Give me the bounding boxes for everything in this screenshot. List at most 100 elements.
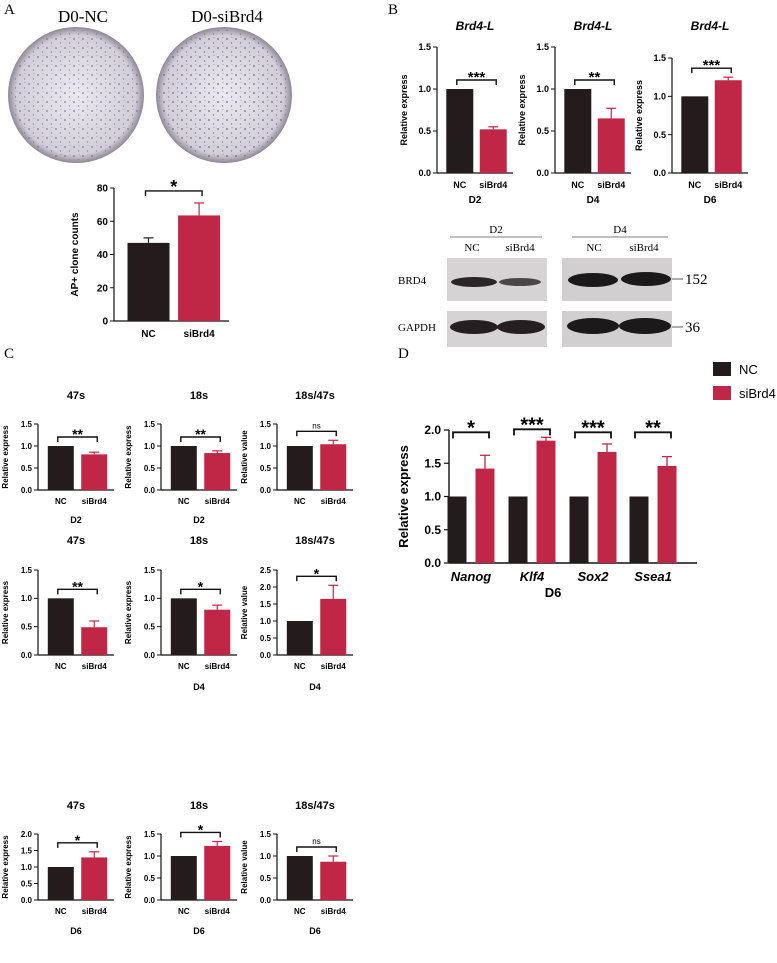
chart-title: Brd4-L bbox=[574, 19, 613, 33]
x-axis-label: D4 bbox=[193, 682, 205, 692]
y-tick-label: 0.5 bbox=[21, 879, 33, 888]
bar-nc bbox=[170, 856, 197, 900]
charts-layer: 0 20 40 60 80 NC siBrd4 * AP+ clone counts 0.0 0.5… bbox=[1, 19, 776, 936]
blot-lane-nc-d2: NC bbox=[464, 242, 479, 254]
y-tick-label: 0.5 bbox=[144, 874, 156, 883]
y-tick-label: 1.0 bbox=[260, 442, 272, 451]
y-tick-label: 1.5 bbox=[653, 53, 666, 63]
y-tick-label: 1.5 bbox=[21, 420, 33, 429]
x-axis-label: D6 bbox=[545, 585, 562, 600]
y-tick-label: 2.5 bbox=[260, 566, 272, 575]
significance-label: * bbox=[75, 832, 81, 848]
bar-nc-ssea1 bbox=[629, 496, 649, 563]
significance-bracket bbox=[180, 436, 221, 442]
chart-c1: 0.0 0.5 1.0 1.5 NC siBrd4 ** 47s D2 Relative expr… bbox=[1, 390, 114, 525]
y-tick-label: 1.5 bbox=[418, 42, 431, 52]
y-tick-label: 40 bbox=[97, 250, 109, 261]
x-tick-label: Sox2 bbox=[577, 569, 609, 584]
x-tick-label: Ssea1 bbox=[634, 569, 672, 584]
y-tick-label: 0.5 bbox=[144, 464, 156, 473]
y-axis-label: Relative express bbox=[1, 580, 10, 644]
y-axis-label: Relative express bbox=[1, 835, 10, 899]
y-tick-label: 0.0 bbox=[144, 651, 156, 660]
chart-c2: 0.0 0.5 1.0 1.5 NC siBrd4 ** 18s D2 Relative expr… bbox=[124, 390, 237, 525]
y-tick-label: 80 bbox=[97, 184, 109, 195]
x-tick-label: NC bbox=[178, 907, 190, 916]
significance-label: * bbox=[170, 177, 177, 197]
y-tick-label: 20 bbox=[97, 283, 109, 294]
x-tick-label: siBrd4 bbox=[479, 180, 507, 190]
bar-nc bbox=[681, 96, 709, 173]
bar-sibrd4 bbox=[204, 845, 231, 900]
bar-sibrd4 bbox=[479, 129, 507, 173]
bar-sibrd4 bbox=[320, 444, 347, 490]
y-tick-label: 0.0 bbox=[260, 896, 272, 905]
x-tick-label: NC bbox=[294, 497, 306, 506]
y-tick-label: 0.5 bbox=[424, 523, 441, 537]
x-tick-label: NC bbox=[55, 497, 67, 506]
bar-nc bbox=[286, 446, 313, 490]
significance-bracket bbox=[574, 431, 612, 439]
x-tick-label: NC bbox=[294, 662, 306, 671]
significance-label: ns bbox=[312, 421, 320, 430]
significance-bracket bbox=[296, 846, 337, 852]
y-tick-label: 0.5 bbox=[144, 622, 156, 631]
bar-sibrd4 bbox=[204, 453, 231, 490]
y-tick-label: 0.0 bbox=[424, 556, 441, 570]
y-tick-label: 1.0 bbox=[144, 852, 156, 861]
y-tick-label: 0.5 bbox=[21, 464, 33, 473]
y-axis-label: Relative express bbox=[634, 80, 644, 151]
significance-label: ** bbox=[589, 69, 601, 86]
x-tick-label: siBrd4 bbox=[321, 497, 346, 506]
bar-nc bbox=[170, 598, 197, 655]
blot-lane-sibrd4-d4: siBrd4 bbox=[629, 242, 659, 254]
y-axis-label: Relative express bbox=[124, 835, 133, 899]
significance-bracket bbox=[296, 430, 337, 437]
y-axis-label: Relative value bbox=[240, 430, 249, 484]
chart-title: 18s/47s bbox=[295, 800, 335, 812]
x-axis-label: D2 bbox=[193, 515, 205, 525]
bar-sibrd4-nanog bbox=[475, 468, 495, 563]
y-tick-label: 1.0 bbox=[260, 852, 272, 861]
y-tick-label: 0.0 bbox=[144, 486, 156, 495]
x-tick-label: NC bbox=[688, 180, 701, 190]
y-tick-label: 0.5 bbox=[653, 130, 666, 140]
chart-title: 47s bbox=[67, 390, 85, 402]
bar-nc-nanog bbox=[447, 496, 467, 563]
y-axis-label: Relative value bbox=[240, 840, 249, 894]
y-tick-label: 1.5 bbox=[144, 566, 156, 575]
y-tick-label: 60 bbox=[97, 217, 109, 228]
chart-b1: 0.0 0.5 1.0 1.5 NC siBrd4 *** Brd4-L D2 Relative … bbox=[399, 19, 513, 206]
chart-c4: 0.0 0.5 1.0 1.5 NC siBrd4 ** 47s Relative expres… bbox=[1, 535, 114, 671]
ap-plate-sibrd4 bbox=[156, 27, 292, 163]
y-tick-label: 0.5 bbox=[260, 464, 272, 473]
significance-label: *** bbox=[703, 57, 721, 74]
y-tick-label: 1.5 bbox=[144, 830, 156, 839]
chart-title: Brd4-L bbox=[691, 19, 730, 33]
legend-swatch-nc bbox=[713, 362, 731, 376]
significance-bracket bbox=[144, 190, 203, 196]
bar-sibrd4 bbox=[178, 215, 221, 321]
significance-bracket bbox=[57, 588, 98, 595]
x-tick-label: NC bbox=[55, 662, 67, 671]
significance-bracket bbox=[634, 431, 672, 439]
significance-label: * bbox=[198, 821, 204, 837]
significance-label: *** bbox=[581, 417, 605, 439]
y-tick-label: 0.0 bbox=[418, 168, 431, 178]
bar-sibrd4-sox2 bbox=[597, 451, 617, 563]
significance-label: ** bbox=[72, 426, 83, 442]
blot-lane-nc-d4: NC bbox=[586, 242, 601, 254]
panel-letter-d: D bbox=[398, 346, 409, 362]
chart-title: 18s bbox=[190, 390, 208, 402]
chart-c9: 0.0 0.5 1.0 1.5 NC siBrd4 ns 18s/47s D6 Relative … bbox=[240, 800, 353, 936]
y-tick-label: 1.0 bbox=[144, 594, 156, 603]
y-tick-label: 0.5 bbox=[418, 126, 431, 136]
x-tick-label: NC bbox=[141, 329, 155, 340]
y-tick-label: 1.0 bbox=[144, 442, 156, 451]
y-tick-label: 0.0 bbox=[21, 896, 33, 905]
y-tick-label: 1.5 bbox=[260, 830, 272, 839]
bar-sibrd4 bbox=[81, 627, 108, 655]
bar-sibrd4 bbox=[714, 80, 742, 173]
bar-nc bbox=[446, 89, 474, 173]
